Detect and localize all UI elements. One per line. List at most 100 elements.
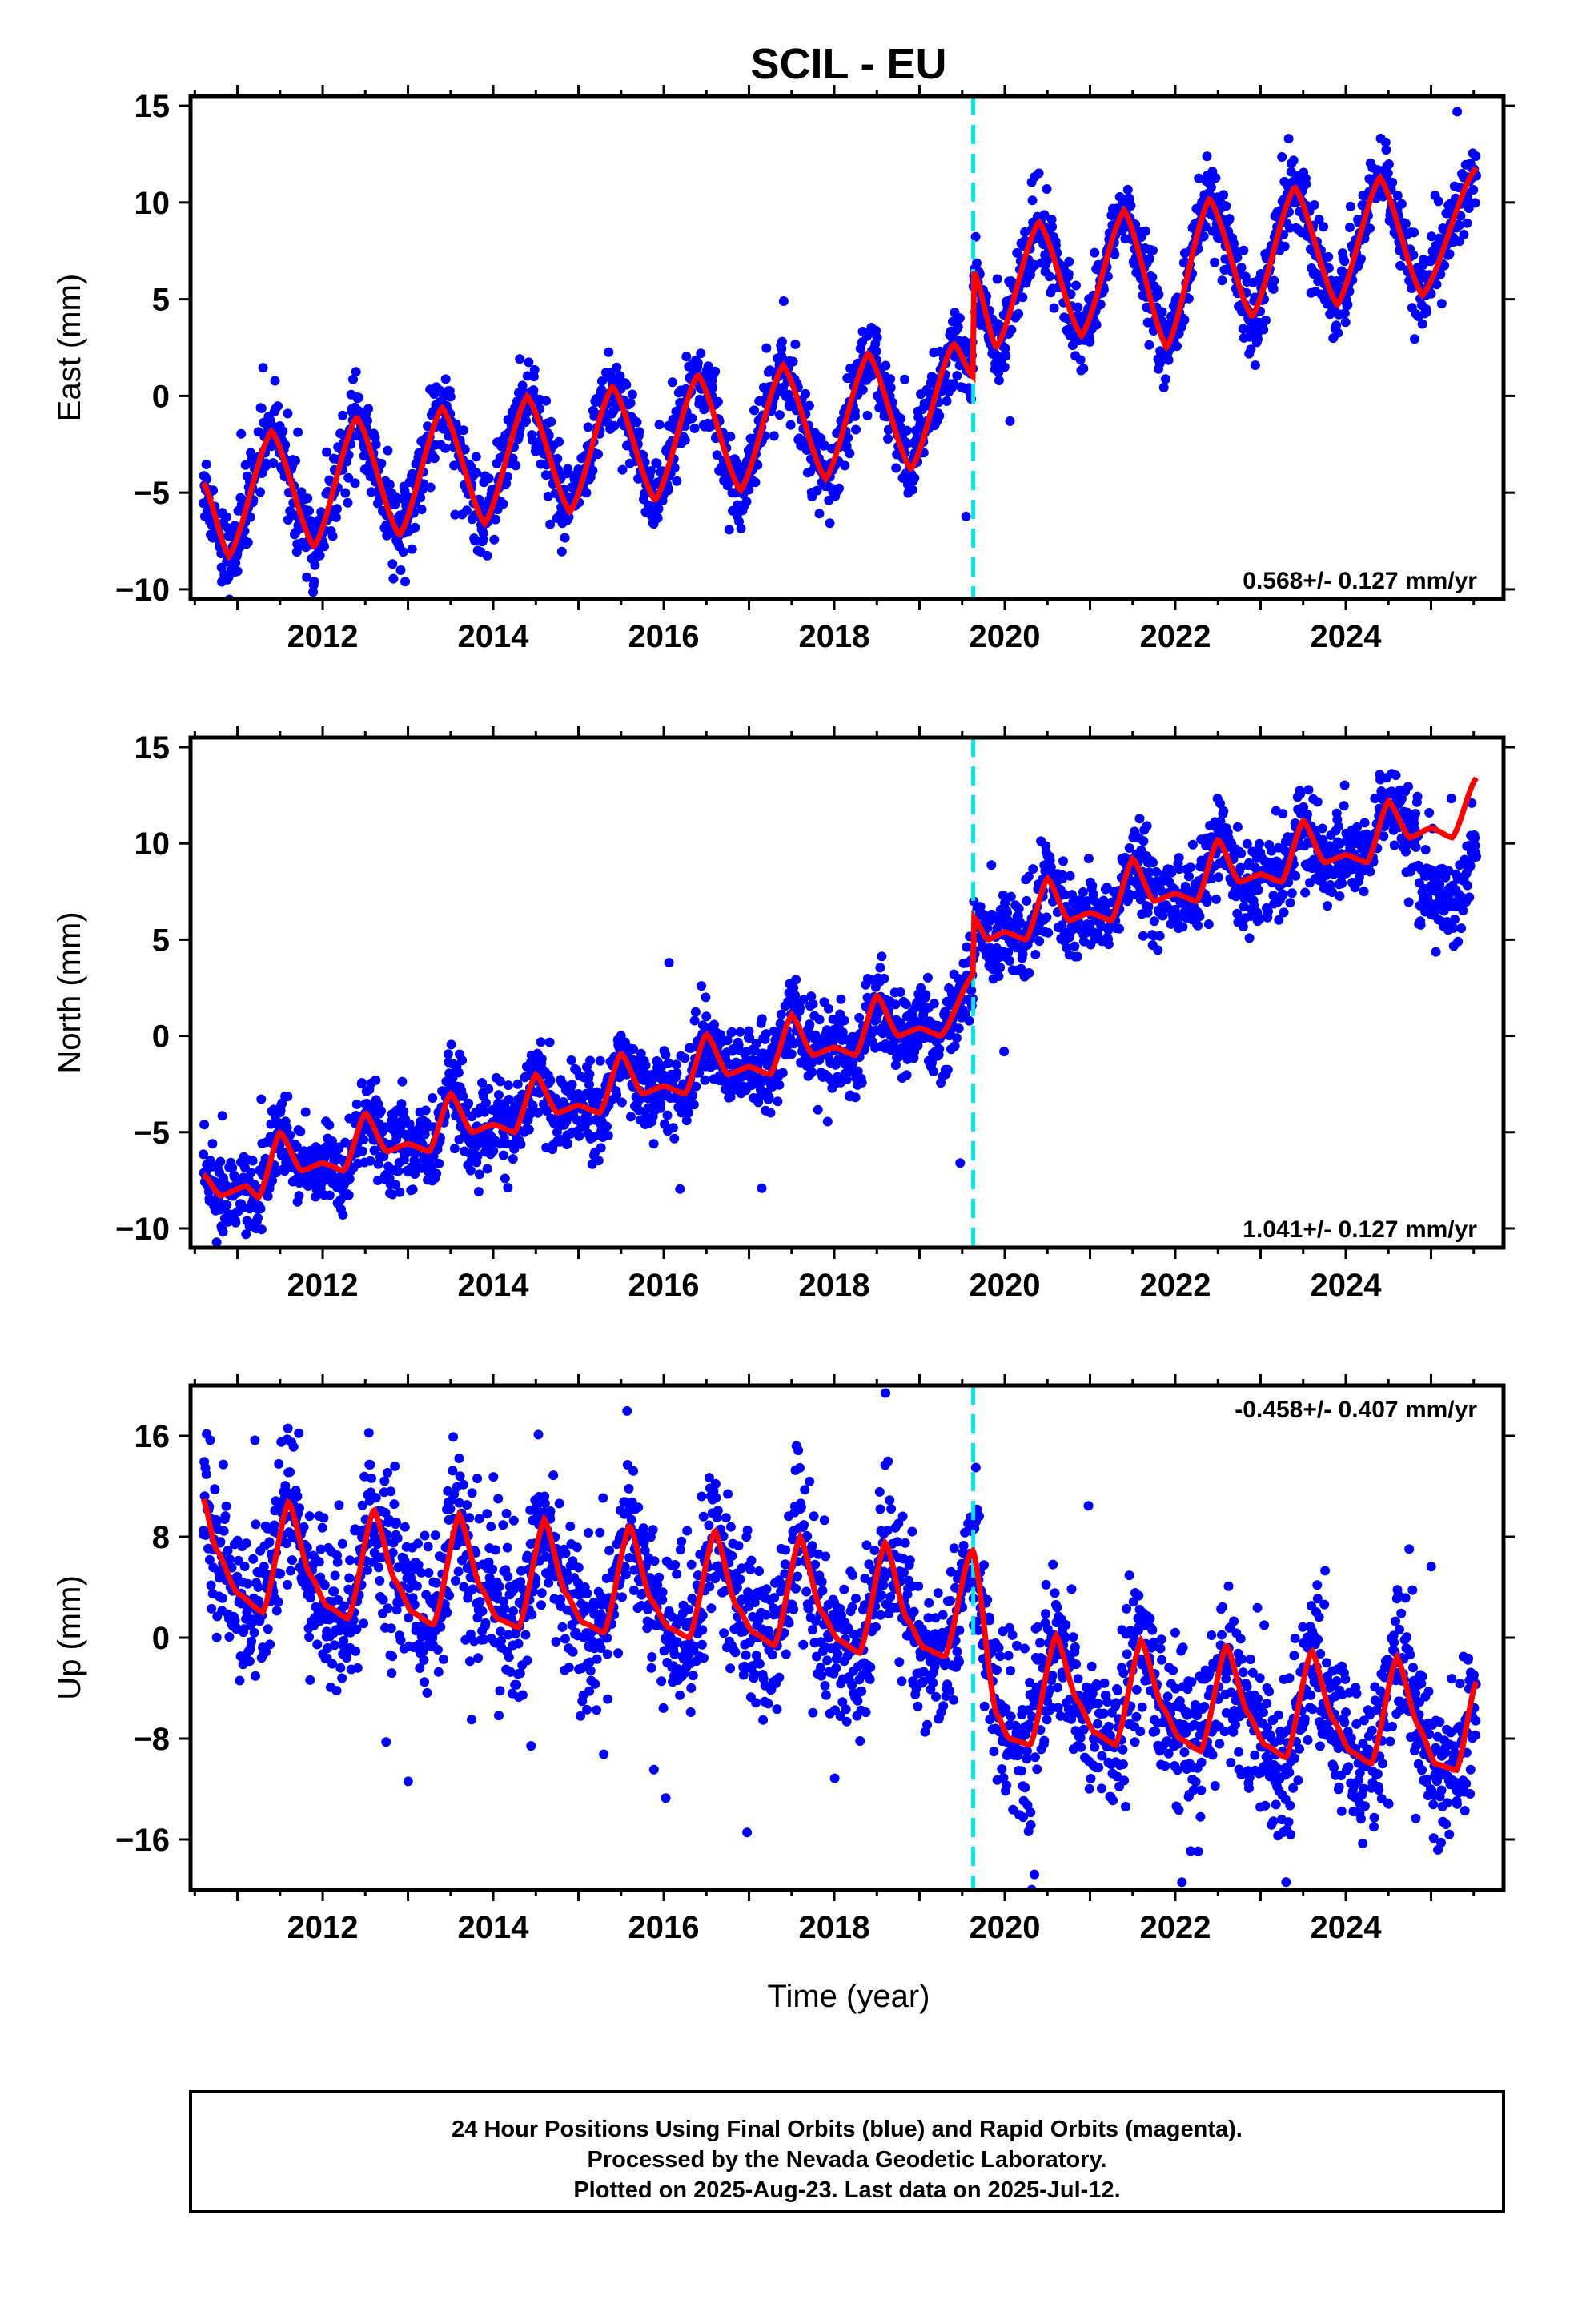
north-data-point [853,1066,863,1076]
east-data-point [696,348,706,359]
east-data-point [563,464,573,474]
north-data-point [396,1099,407,1109]
east-data-point [265,416,275,425]
east-data-point [471,452,481,462]
north-data-point [727,1027,737,1037]
east-data-point [554,436,564,447]
east-data-point [1431,279,1442,290]
east-data-point [383,445,393,456]
east-data-point [845,448,855,459]
east-data-point [202,474,212,485]
north-data-point [1174,864,1184,875]
north-data-point [393,1166,404,1176]
north-data-point [503,1080,513,1091]
north-data-point [672,1068,682,1079]
north-data-point [373,1176,383,1185]
north-data-point [1174,853,1184,863]
north-data-point [879,973,889,983]
north-data-point [263,1191,273,1201]
north-data-point [761,1029,771,1039]
north-data-point [982,923,993,933]
east-data-point [343,497,353,508]
north-data-point [472,1151,483,1161]
north-data-point [951,1033,962,1043]
east-data-point [278,426,288,436]
north-data-point [1303,785,1314,795]
north-data-point [1030,950,1041,959]
east-data-point [1435,269,1446,279]
east-data-point [343,450,354,460]
north-data-point [950,1041,960,1051]
east-data-point [1012,247,1022,258]
east-data-point [460,444,470,455]
north-data-point [282,1123,292,1133]
north-data-point [1178,922,1188,932]
north-data-point [397,1076,408,1087]
north-data-point [1263,907,1273,917]
east-data-point [750,477,761,488]
north-data-point [807,1067,817,1077]
north-data-point [841,1075,852,1084]
north-data-point [1143,902,1154,912]
east-data-point [652,513,663,523]
north-data-point [1219,806,1229,816]
north-data-point [786,1049,797,1059]
north-data-point [324,1190,335,1200]
north-data-point [458,1091,468,1101]
north-data-point [1291,870,1301,881]
east-data-point [1183,293,1194,304]
north-data-point [504,1094,514,1104]
north-data-point [700,1075,710,1085]
north-data-point [1087,880,1098,891]
east-data-point [1148,245,1158,255]
north-data-point [369,1145,379,1156]
north-data-point [1235,862,1246,873]
east-data-point [812,485,822,496]
north-data-point [1058,870,1068,880]
north-data-point [1239,902,1249,912]
north-data-point [1242,838,1252,849]
north-data-point [701,992,711,1003]
north-data-point [443,1049,453,1059]
east-data-point [724,525,734,535]
east-data-point [283,515,293,525]
east-data-point [363,416,372,426]
east-data-point [398,547,408,557]
north-data-point [596,1143,606,1153]
north-data-point [246,1168,256,1178]
east-data-point [396,565,406,575]
north-data-point [663,1058,673,1068]
north-data-point [822,1116,833,1127]
east-data-point [953,322,963,332]
east-data-point [1345,223,1355,232]
north-data-point [285,1130,295,1140]
east-data-point [245,512,255,522]
north-data-point [1312,797,1323,807]
north-data-point [1187,839,1198,850]
north-data-point [351,1099,362,1109]
east-data-point [1090,247,1100,258]
east-data-point [804,400,814,411]
east-data-point [243,537,253,548]
north-data-point [312,1259,322,1269]
north-data-point [387,1189,398,1200]
east-data-point [1211,173,1221,183]
east-data-point [1387,177,1398,187]
east-model-curve [200,166,1479,561]
east-data-point [778,296,789,306]
east-data-point [528,435,538,445]
east-data-point [900,374,910,384]
north-data-point [839,1015,849,1026]
north-data-point [267,1176,278,1186]
east-data-point [1444,249,1455,259]
north-data-point [1278,809,1288,819]
east-data-point [351,367,361,377]
north-data-point [253,1212,263,1223]
north-data-point [283,1092,293,1102]
north-data-point [725,1092,736,1102]
north-data-point [962,942,972,952]
east-data-point [256,403,267,413]
east-data-point [1126,201,1136,211]
east-x-tick-label: 2022 [1140,619,1211,654]
east-data-point [232,566,243,577]
